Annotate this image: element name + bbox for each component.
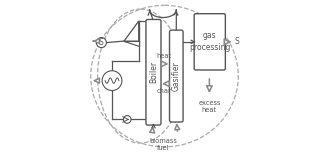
Circle shape: [123, 116, 131, 123]
Polygon shape: [124, 41, 139, 46]
FancyBboxPatch shape: [146, 19, 161, 125]
Text: biomass
fuel: biomass fuel: [149, 138, 177, 151]
FancyBboxPatch shape: [194, 14, 225, 70]
Text: heat: heat: [156, 53, 171, 59]
Circle shape: [102, 71, 122, 91]
Text: S: S: [234, 37, 239, 46]
Text: char: char: [156, 88, 171, 94]
Text: gas
processing: gas processing: [189, 31, 230, 52]
Polygon shape: [124, 21, 139, 41]
Text: Boiler: Boiler: [149, 61, 158, 83]
Circle shape: [96, 38, 106, 48]
Text: excess
heat: excess heat: [198, 100, 221, 113]
Text: Gasifier: Gasifier: [172, 61, 181, 91]
FancyBboxPatch shape: [169, 30, 183, 122]
Text: S: S: [99, 38, 104, 47]
